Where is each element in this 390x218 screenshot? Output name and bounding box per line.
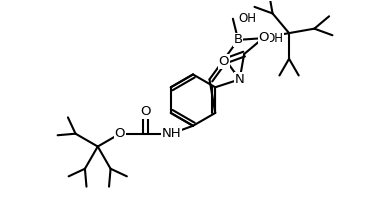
Text: O: O [259, 31, 269, 44]
Text: NH: NH [161, 127, 181, 140]
Text: O: O [140, 105, 151, 118]
Text: OH: OH [266, 32, 284, 45]
Text: B: B [234, 33, 243, 46]
Text: O: O [218, 55, 229, 68]
Text: O: O [115, 127, 125, 140]
Text: N: N [235, 73, 245, 86]
Text: OH: OH [239, 12, 257, 25]
